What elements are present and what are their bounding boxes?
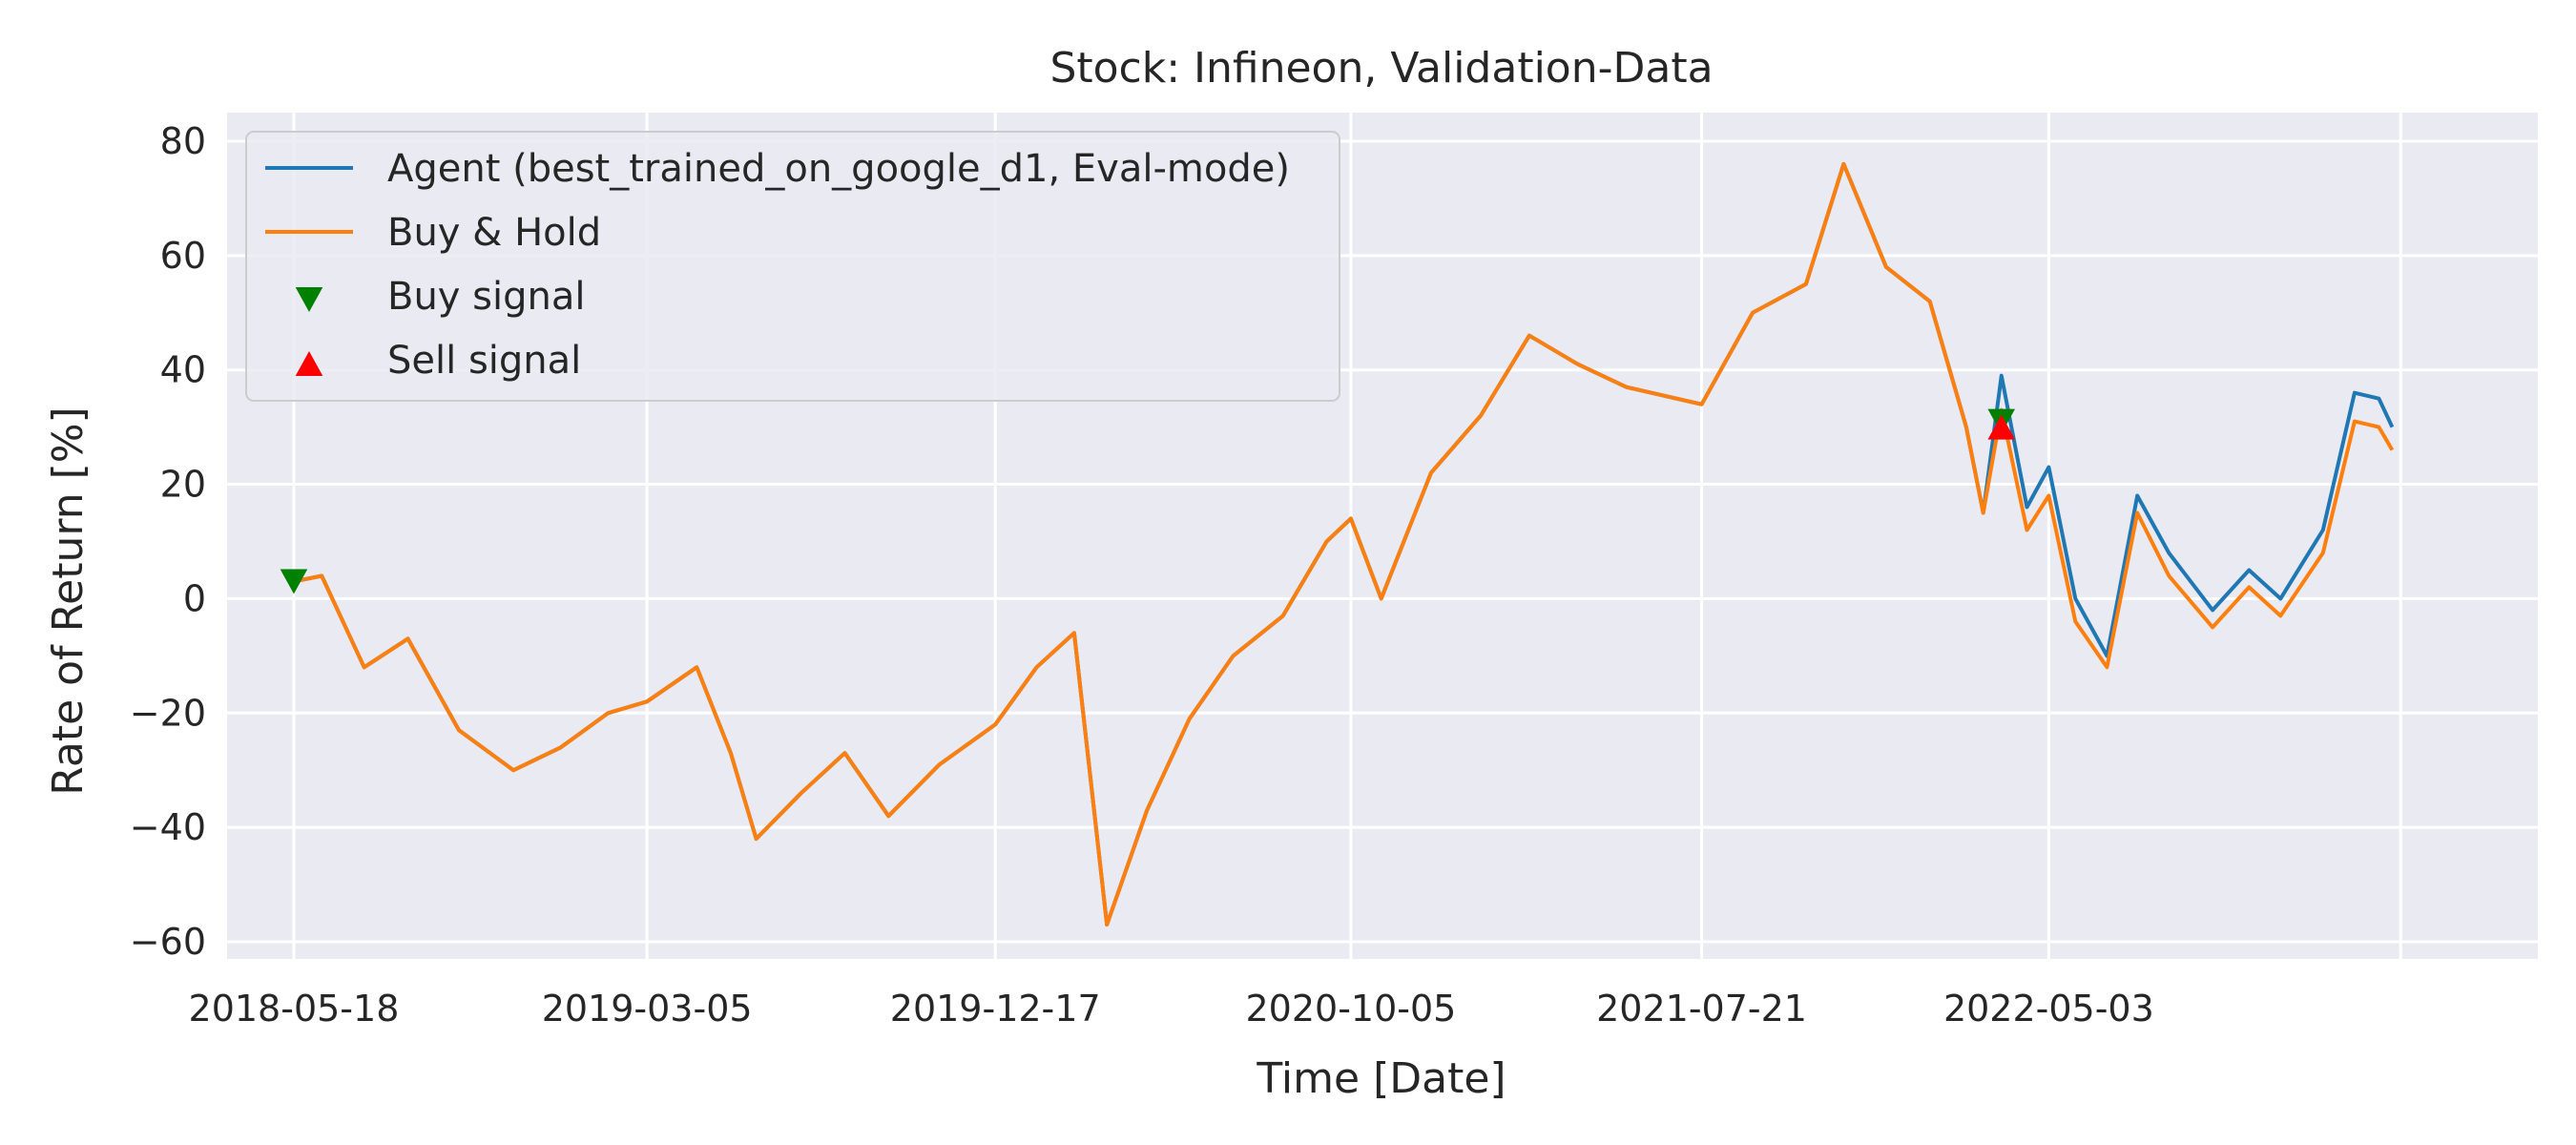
y-tick-label: −60 [130, 921, 206, 963]
sell-signal-marker [1987, 414, 2016, 440]
x-tick-label: 2021-07-21 [1596, 988, 1807, 1030]
x-axis-label: Time [Date] [1256, 1054, 1506, 1103]
x-tick-label: 2019-12-17 [890, 988, 1101, 1030]
series-line-buy-and-hold [293, 161, 2395, 926]
x-tick-label: 2020-10-05 [1246, 988, 1457, 1030]
buy-signal-marker [280, 569, 308, 594]
y-tick-label: 0 [183, 577, 206, 619]
legend-label: Agent (best_trained_on_google_d1, Eval-m… [387, 147, 1290, 191]
x-tick-label: 2019-03-05 [542, 988, 753, 1030]
legend-swatch-buy-signal [295, 287, 323, 312]
y-tick-label: 20 [160, 464, 206, 506]
legend-label: Sell signal [387, 339, 581, 383]
chart-title: Stock: Infineon, Validation-Data [1049, 44, 1713, 93]
x-tick-label: 2018-05-18 [189, 988, 400, 1030]
legend-label: Buy & Hold [387, 211, 601, 255]
y-axis-label: Rate of Return [%] [44, 406, 93, 795]
legend-box [245, 131, 1340, 402]
legend-swatch-sell-signal [295, 351, 323, 376]
y-tick-label: 60 [160, 235, 206, 277]
y-tick-label: −40 [130, 806, 206, 848]
legend-label: Buy signal [387, 275, 586, 319]
y-tick-label: −20 [130, 692, 206, 734]
legend: Agent (best_trained_on_google_d1, Eval-m… [245, 131, 1340, 402]
y-tick-label: 40 [160, 349, 206, 391]
y-tick-label: 80 [160, 120, 206, 162]
x-tick-label: 2022-05-03 [1943, 988, 2154, 1030]
